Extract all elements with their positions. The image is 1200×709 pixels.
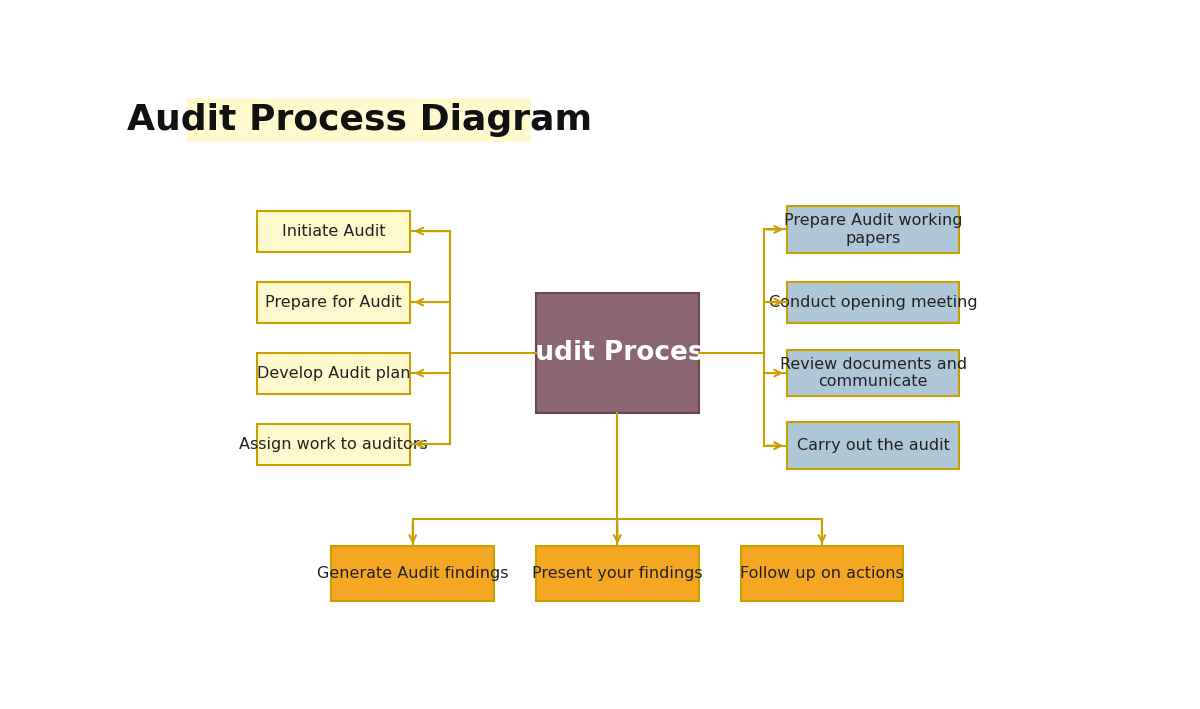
Text: Generate Audit findings: Generate Audit findings (317, 566, 509, 581)
FancyBboxPatch shape (187, 98, 532, 143)
FancyBboxPatch shape (787, 350, 959, 396)
FancyBboxPatch shape (257, 423, 410, 464)
Text: Review documents and
communicate: Review documents and communicate (780, 357, 967, 389)
FancyBboxPatch shape (257, 352, 410, 393)
FancyBboxPatch shape (536, 547, 698, 601)
Text: Audit Process Diagram: Audit Process Diagram (127, 103, 592, 137)
Text: Develop Audit plan: Develop Audit plan (257, 366, 410, 381)
Text: Prepare for Audit: Prepare for Audit (265, 294, 402, 310)
FancyBboxPatch shape (787, 423, 959, 469)
FancyBboxPatch shape (787, 281, 959, 323)
Text: Prepare Audit working
papers: Prepare Audit working papers (784, 213, 962, 246)
Text: Follow up on actions: Follow up on actions (740, 566, 904, 581)
FancyBboxPatch shape (536, 293, 698, 413)
Text: Audit Process: Audit Process (515, 340, 720, 366)
FancyBboxPatch shape (257, 211, 410, 252)
Text: Present your findings: Present your findings (532, 566, 703, 581)
FancyBboxPatch shape (331, 547, 494, 601)
Text: Initiate Audit: Initiate Audit (282, 223, 385, 239)
Text: Conduct opening meeting: Conduct opening meeting (769, 294, 977, 310)
FancyBboxPatch shape (740, 547, 904, 601)
Text: Assign work to auditors: Assign work to auditors (239, 437, 428, 452)
Text: Carry out the audit: Carry out the audit (797, 438, 949, 453)
FancyBboxPatch shape (787, 206, 959, 252)
FancyBboxPatch shape (257, 281, 410, 323)
